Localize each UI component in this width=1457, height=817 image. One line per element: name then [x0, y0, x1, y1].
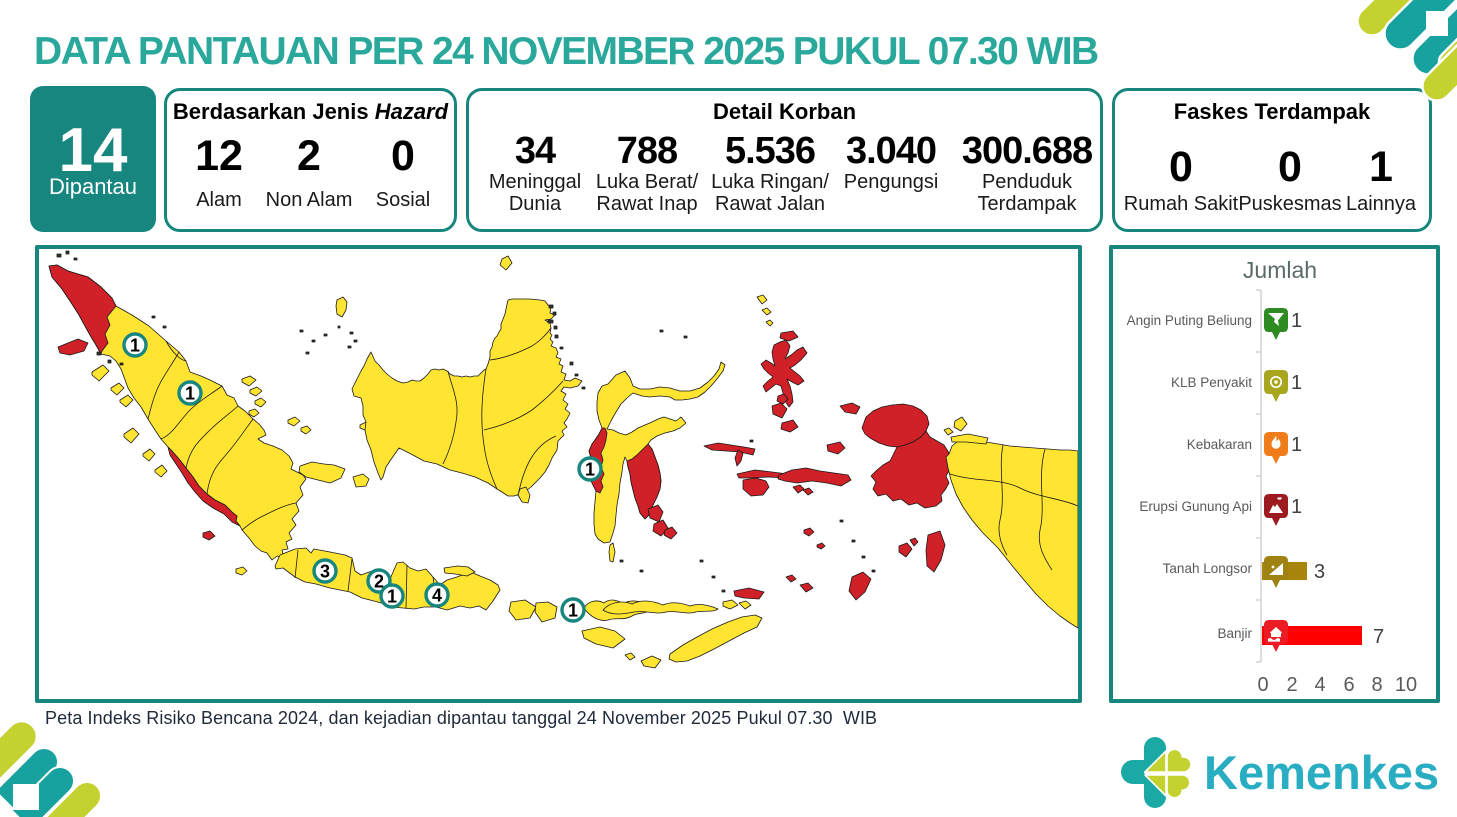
svg-text:7: 7: [1373, 626, 1384, 648]
svg-text:1: 1: [585, 460, 595, 480]
svg-text:0: 0: [1257, 674, 1268, 696]
svg-text:6: 6: [1343, 674, 1354, 696]
svg-text:1: 1: [130, 336, 140, 356]
svg-text:3: 3: [320, 562, 330, 582]
svg-text:2: 2: [1286, 674, 1297, 696]
svg-text:Banjir: Banjir: [1217, 626, 1252, 641]
svg-text:1: 1: [1291, 310, 1302, 332]
svg-text:1: 1: [387, 587, 397, 607]
svg-text:Tanah Longsor: Tanah Longsor: [1163, 561, 1253, 576]
svg-text:Erupsi Gunung Api: Erupsi Gunung Api: [1139, 499, 1252, 514]
svg-text:1: 1: [568, 601, 578, 621]
svg-text:Angin Puting Beliung: Angin Puting Beliung: [1127, 313, 1252, 328]
svg-text:1: 1: [185, 384, 195, 404]
svg-text:Kemenkes: Kemenkes: [1204, 746, 1439, 799]
svg-text:4: 4: [432, 586, 442, 606]
svg-text:Kebakaran: Kebakaran: [1187, 437, 1252, 452]
svg-text:3: 3: [1314, 561, 1325, 583]
svg-text:1: 1: [1291, 496, 1302, 518]
svg-text:1: 1: [1291, 372, 1302, 394]
svg-text:KLB Penyakit: KLB Penyakit: [1171, 375, 1252, 390]
svg-text:1: 1: [1291, 434, 1302, 456]
svg-text:4: 4: [1314, 674, 1325, 696]
svg-text:2: 2: [374, 572, 384, 592]
svg-text:10: 10: [1395, 674, 1417, 696]
svg-text:Jumlah: Jumlah: [1243, 257, 1317, 283]
svg-text:8: 8: [1371, 674, 1382, 696]
